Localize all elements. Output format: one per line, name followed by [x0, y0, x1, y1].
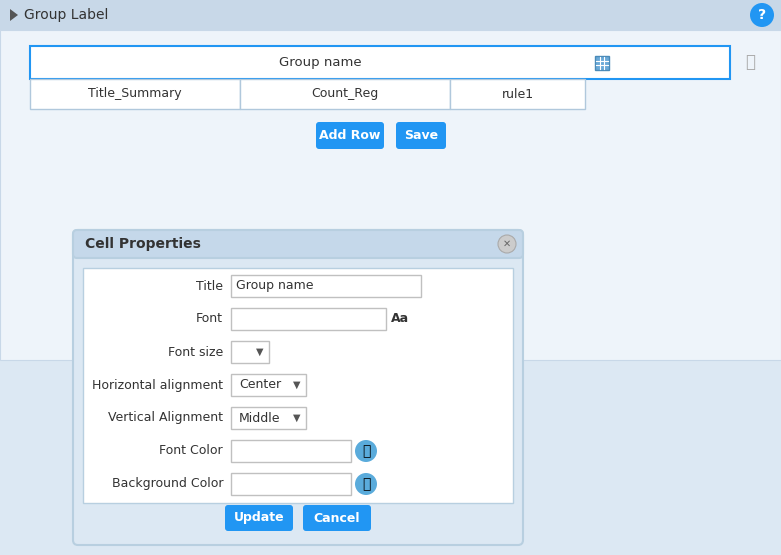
Text: Cancel: Cancel: [314, 512, 360, 524]
Bar: [231, 407, 306, 429]
Text: Cell Properties: Cell Properties: [85, 237, 201, 251]
Text: Title: Title: [196, 280, 223, 292]
Polygon shape: [10, 9, 18, 21]
Text: Middle: Middle: [239, 411, 280, 425]
Text: Title_Summary: Title_Summary: [88, 88, 182, 100]
Text: Font Color: Font Color: [159, 445, 223, 457]
Text: Font: Font: [196, 312, 223, 325]
Text: Group name: Group name: [279, 56, 362, 69]
Bar: [450, 79, 585, 109]
Text: rule1: rule1: [501, 88, 533, 100]
FancyBboxPatch shape: [73, 230, 523, 545]
Text: Add Row: Add Row: [319, 129, 380, 142]
FancyBboxPatch shape: [316, 122, 384, 149]
FancyBboxPatch shape: [303, 505, 371, 531]
Bar: [231, 440, 351, 462]
Circle shape: [750, 3, 774, 27]
Bar: [231, 308, 386, 330]
Bar: [0, 30, 781, 360]
Text: Update: Update: [234, 512, 284, 524]
Text: Font size: Font size: [168, 346, 223, 359]
Text: 🎨: 🎨: [362, 444, 370, 458]
Text: ✕: ✕: [503, 239, 511, 249]
Text: Group name: Group name: [236, 280, 313, 292]
Bar: [595, 56, 609, 69]
Text: ?: ?: [758, 8, 766, 22]
Text: Count_Reg: Count_Reg: [312, 88, 379, 100]
FancyBboxPatch shape: [225, 505, 293, 531]
Text: ▼: ▼: [256, 347, 264, 357]
Text: Group Label: Group Label: [24, 8, 109, 22]
Text: Center: Center: [239, 379, 281, 391]
Bar: [231, 275, 421, 297]
FancyBboxPatch shape: [73, 230, 523, 258]
Bar: [83, 268, 513, 503]
Bar: [231, 341, 269, 363]
Text: Background Color: Background Color: [112, 477, 223, 491]
Text: Aa: Aa: [391, 312, 409, 325]
Text: 🗑: 🗑: [745, 53, 755, 72]
Circle shape: [355, 440, 377, 462]
Text: ▼: ▼: [293, 380, 301, 390]
Text: Save: Save: [404, 129, 438, 142]
Text: ▼: ▼: [293, 413, 301, 423]
Text: 🎨: 🎨: [362, 477, 370, 491]
Bar: [0, 0, 781, 30]
Bar: [240, 79, 450, 109]
Text: Vertical Alignment: Vertical Alignment: [108, 411, 223, 425]
Circle shape: [498, 235, 516, 253]
Bar: [231, 473, 351, 495]
Bar: [231, 374, 306, 396]
Bar: [30, 46, 730, 79]
Text: Horizontal alignment: Horizontal alignment: [92, 379, 223, 391]
Circle shape: [355, 473, 377, 495]
Bar: [30, 79, 240, 109]
FancyBboxPatch shape: [396, 122, 446, 149]
